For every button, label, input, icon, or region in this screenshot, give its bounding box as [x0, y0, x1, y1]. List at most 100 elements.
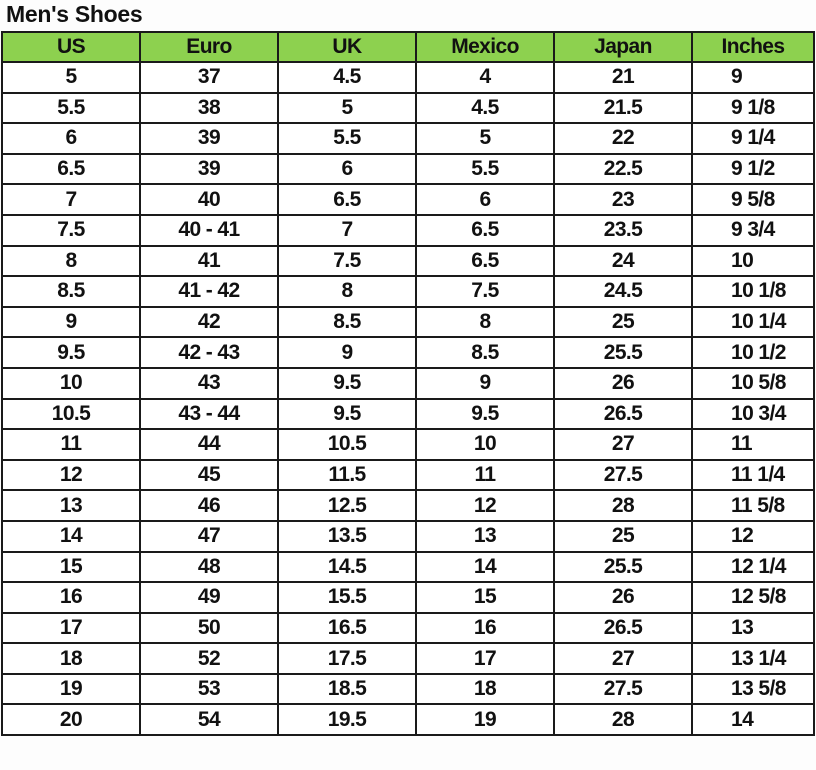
cell-mexico: 5.5: [415, 152, 555, 186]
cell-japan: 25.5: [553, 550, 693, 584]
cell-japan: 23.5: [553, 213, 693, 247]
cell-inches: 11: [691, 428, 815, 461]
cell-euro: 41 - 42: [139, 275, 279, 308]
cell-us: 5: [1, 61, 141, 94]
cell-inches: 13 5/8: [691, 672, 815, 706]
cell-uk: 8.5: [277, 305, 417, 339]
cell-uk: 13.5: [277, 519, 417, 553]
cell-inches: 10 5/8: [691, 366, 815, 400]
cell-japan: 22: [553, 122, 693, 155]
table-row: 17 50 16.5 16 26.5 13: [1, 611, 815, 645]
cell-japan: 28: [553, 489, 693, 522]
cell-euro: 47: [139, 519, 279, 553]
cell-inches: 11 5/8: [691, 489, 815, 522]
cell-inches: 13 1/4: [691, 642, 815, 675]
cell-mexico: 19: [415, 703, 555, 737]
cell-mexico: 12: [415, 489, 555, 522]
cell-japan: 27.5: [553, 672, 693, 706]
table-row: 5 37 4.5 4 21 9: [1, 61, 815, 94]
cell-us: 6: [1, 122, 141, 155]
cell-us: 10.5: [1, 397, 141, 431]
table-row: 6.5 39 6 5.5 22.5 9 1/2: [1, 152, 815, 186]
cell-mexico: 7.5: [415, 275, 555, 308]
cell-uk: 18.5: [277, 672, 417, 706]
cell-us: 16: [1, 581, 141, 614]
column-header-inches: Inches: [691, 31, 815, 63]
cell-mexico: 18: [415, 672, 555, 706]
table-row: 12 45 11.5 11 27.5 11 1/4: [1, 458, 815, 492]
cell-us: 12: [1, 458, 141, 492]
header-row: US Euro UK Mexico Japan Inches: [1, 31, 815, 63]
cell-japan: 26: [553, 366, 693, 400]
cell-mexico: 10: [415, 428, 555, 461]
cell-japan: 21.5: [553, 91, 693, 125]
table-row: 10 43 9.5 9 26 10 5/8: [1, 366, 815, 400]
table-row: 5.5 38 5 4.5 21.5 9 1/8: [1, 91, 815, 125]
cell-inches: 10 1/4: [691, 305, 815, 339]
cell-inches: 9 5/8: [691, 183, 815, 216]
cell-uk: 9: [277, 336, 417, 369]
cell-us: 10: [1, 366, 141, 400]
cell-inches: 10 3/4: [691, 397, 815, 431]
table-row: 6 39 5.5 5 22 9 1/4: [1, 122, 815, 155]
cell-uk: 7: [277, 213, 417, 247]
cell-mexico: 4.5: [415, 91, 555, 125]
cell-us: 8: [1, 244, 141, 278]
cell-japan: 25: [553, 305, 693, 339]
cell-uk: 6.5: [277, 183, 417, 216]
cell-us: 6.5: [1, 152, 141, 186]
cell-euro: 53: [139, 672, 279, 706]
cell-uk: 8: [277, 275, 417, 308]
table-row: 20 54 19.5 19 28 14: [1, 703, 815, 737]
cell-euro: 43 - 44: [139, 397, 279, 431]
table-row: 18 52 17.5 17 27 13 1/4: [1, 642, 815, 675]
cell-inches: 9 1/8: [691, 91, 815, 125]
cell-japan: 24: [553, 244, 693, 278]
cell-uk: 11.5: [277, 458, 417, 492]
cell-uk: 19.5: [277, 703, 417, 737]
shoe-size-table: US Euro UK Mexico Japan Inches 5 37 4.5 4 21 9 5.5 3…: [1, 31, 815, 737]
cell-japan: 27: [553, 642, 693, 675]
cell-inches: 9 1/2: [691, 152, 815, 186]
cell-uk: 9.5: [277, 397, 417, 431]
column-header-japan: Japan: [553, 31, 693, 63]
cell-inches: 14: [691, 703, 815, 737]
cell-euro: 39: [139, 152, 279, 186]
cell-inches: 13: [691, 611, 815, 645]
cell-japan: 25: [553, 519, 693, 553]
cell-euro: 39: [139, 122, 279, 155]
column-header-us: US: [1, 31, 141, 63]
cell-japan: 27.5: [553, 458, 693, 492]
table-row: 9 42 8.5 8 25 10 1/4: [1, 305, 815, 339]
cell-japan: 24.5: [553, 275, 693, 308]
cell-inches: 9 1/4: [691, 122, 815, 155]
cell-inches: 9 3/4: [691, 213, 815, 247]
cell-japan: 27: [553, 428, 693, 461]
cell-euro: 38: [139, 91, 279, 125]
table-row: 14 47 13.5 13 25 12: [1, 519, 815, 553]
table-row: 15 48 14.5 14 25.5 12 1/4: [1, 550, 815, 584]
cell-us: 9: [1, 305, 141, 339]
cell-euro: 52: [139, 642, 279, 675]
cell-euro: 50: [139, 611, 279, 645]
table-row: 16 49 15.5 15 26 12 5/8: [1, 581, 815, 614]
cell-mexico: 17: [415, 642, 555, 675]
cell-us: 14: [1, 519, 141, 553]
cell-inches: 10: [691, 244, 815, 278]
cell-inches: 12 5/8: [691, 581, 815, 614]
cell-inches: 12 1/4: [691, 550, 815, 584]
cell-us: 17: [1, 611, 141, 645]
cell-us: 8.5: [1, 275, 141, 308]
cell-mexico: 6.5: [415, 244, 555, 278]
cell-euro: 54: [139, 703, 279, 737]
cell-mexico: 13: [415, 519, 555, 553]
cell-uk: 12.5: [277, 489, 417, 522]
table-row: 8 41 7.5 6.5 24 10: [1, 244, 815, 278]
cell-euro: 44: [139, 428, 279, 461]
cell-japan: 22.5: [553, 152, 693, 186]
cell-uk: 5: [277, 91, 417, 125]
table-row: 7 40 6.5 6 23 9 5/8: [1, 183, 815, 216]
cell-euro: 45: [139, 458, 279, 492]
cell-us: 7.5: [1, 213, 141, 247]
cell-japan: 23: [553, 183, 693, 216]
